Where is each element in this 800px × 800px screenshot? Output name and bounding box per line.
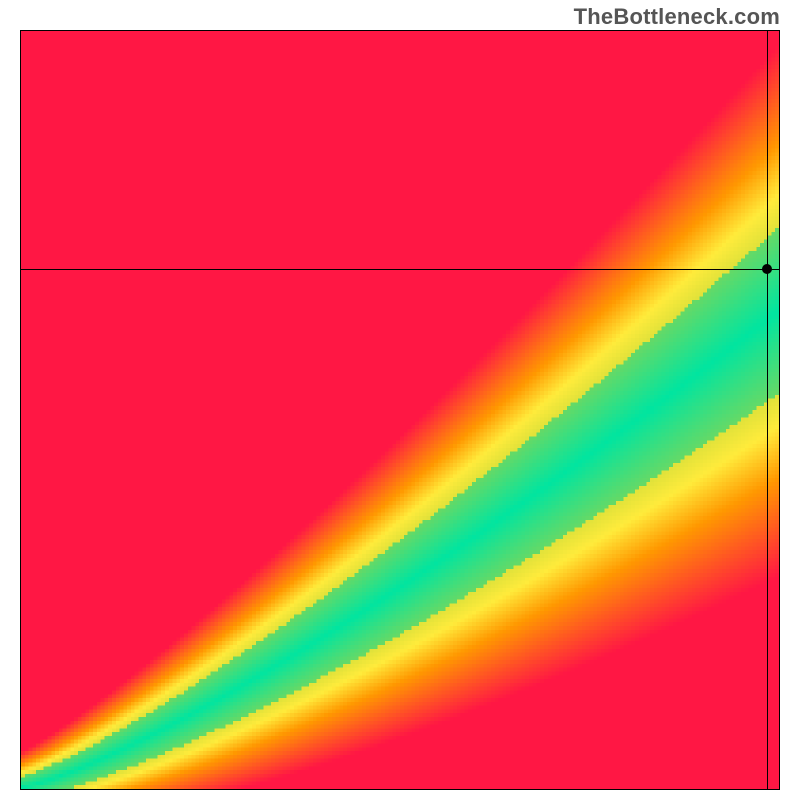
watermark-text: TheBottleneck.com (574, 4, 780, 30)
heatmap-canvas (21, 31, 779, 789)
crosshair-marker (762, 264, 772, 274)
crosshair-horizontal (21, 269, 779, 270)
chart-container: TheBottleneck.com (0, 0, 800, 800)
crosshair-vertical (767, 31, 768, 789)
plot-area (20, 30, 780, 790)
